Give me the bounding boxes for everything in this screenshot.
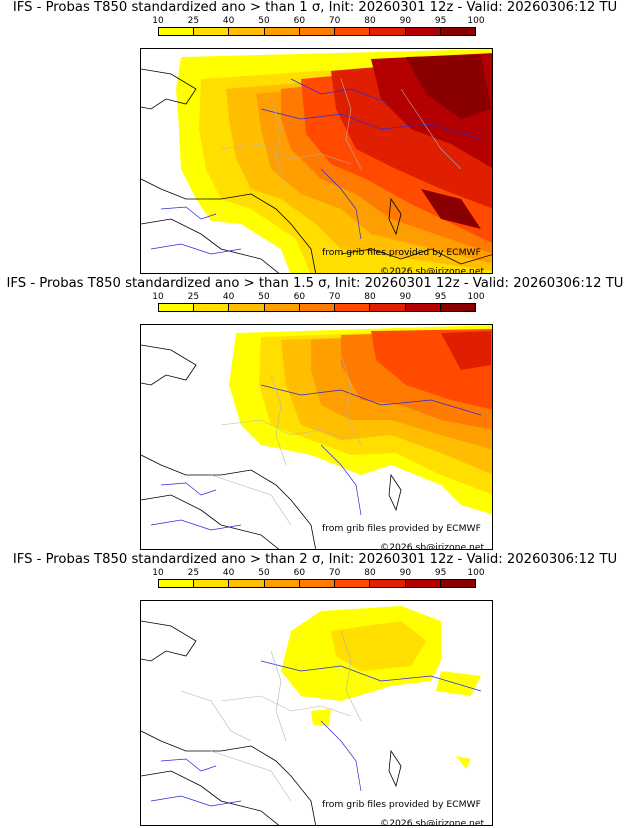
legend-color-bar bbox=[158, 579, 476, 588]
probability-fields bbox=[176, 49, 492, 273]
prob-area-10b bbox=[311, 671, 481, 769]
legend-color-swatch bbox=[264, 28, 300, 35]
panel-title: IFS - Probas T850 standardized ano > tha… bbox=[12, 0, 618, 15]
legend-color-swatch bbox=[194, 580, 230, 587]
legend-color-swatch bbox=[229, 304, 265, 311]
legend-tick-label: 100 bbox=[467, 16, 485, 26]
legend-tick-label: 60 bbox=[293, 568, 306, 578]
legend-color-swatch bbox=[159, 304, 195, 311]
legend-tick-label: 70 bbox=[328, 16, 341, 26]
admin-boundaries bbox=[180, 630, 362, 802]
map-canvas: from grib files provided by ECMWF ©2026 … bbox=[141, 49, 492, 274]
legend-tick-label: 40 bbox=[222, 568, 235, 578]
legend-color-swatch bbox=[370, 28, 406, 35]
legend-tick-label: 90 bbox=[399, 292, 412, 302]
legend-tick-label: 80 bbox=[364, 16, 376, 26]
legend-color-swatch bbox=[370, 580, 406, 587]
legend-tick-label: 25 bbox=[187, 292, 200, 302]
probability-map: from grib files provided by ECMWF ©2026 … bbox=[140, 48, 493, 274]
copyright-credit: ©2026 sb@irizone.net bbox=[380, 266, 484, 274]
legend-tick-label: 40 bbox=[222, 292, 235, 302]
legend-color-swatch bbox=[299, 28, 336, 35]
legend-tick-label: 40 bbox=[222, 16, 235, 26]
legend-color-bar bbox=[158, 303, 476, 312]
legend-color-swatch bbox=[335, 304, 371, 311]
legend-color-swatch bbox=[194, 28, 230, 35]
legend-color-swatch bbox=[264, 580, 300, 587]
probability-legend: 10 25 40 50 60 70 80 90 95 100 bbox=[152, 568, 485, 592]
legend-color-swatch bbox=[299, 580, 336, 587]
legend-color-swatch bbox=[264, 304, 300, 311]
copyright-credit: ©2026 sb@irizone.net bbox=[380, 818, 484, 826]
map-canvas: from grib files provided by ECMWF ©2026 … bbox=[141, 325, 492, 550]
legend-tick-label: 60 bbox=[293, 16, 306, 26]
admin-boundaries bbox=[210, 354, 362, 526]
admin-boundaries bbox=[220, 78, 462, 190]
coastlines bbox=[141, 68, 492, 273]
legend-color-swatch bbox=[229, 580, 265, 587]
legend-color-swatch bbox=[440, 580, 475, 587]
rivers bbox=[150, 384, 482, 531]
legend-color-swatch bbox=[335, 580, 371, 587]
legend-tick-label: 50 bbox=[258, 16, 270, 26]
legend-color-swatch bbox=[440, 304, 475, 311]
prob-area-95 bbox=[406, 55, 491, 229]
rivers bbox=[150, 660, 482, 807]
legend-tick-label: 50 bbox=[258, 292, 270, 302]
legend-color-swatch bbox=[299, 304, 336, 311]
legend-tick-label: 10 bbox=[152, 292, 164, 302]
legend-color-swatch bbox=[370, 304, 406, 311]
probability-legend: 10 25 40 50 60 70 80 90 95 100 bbox=[152, 16, 485, 40]
rivers bbox=[150, 78, 482, 255]
legend-color-swatch bbox=[159, 580, 195, 587]
panel-title: IFS - Probas T850 standardized ano > tha… bbox=[12, 552, 618, 567]
probability-map: from grib files provided by ECMWF ©2026 … bbox=[140, 600, 493, 826]
probability-fields bbox=[229, 325, 492, 515]
legend-color-swatch bbox=[405, 28, 441, 35]
legend-tick-label: 95 bbox=[434, 568, 447, 578]
legend-tick-label: 100 bbox=[467, 568, 485, 578]
coastlines bbox=[141, 620, 402, 825]
source-credit: from grib files provided by ECMWF bbox=[322, 247, 481, 258]
legend-tick-label: 95 bbox=[434, 292, 447, 302]
legend-tick-label: 70 bbox=[328, 292, 341, 302]
panel-title: IFS - Probas T850 standardized ano > tha… bbox=[6, 276, 624, 291]
legend-color-bar bbox=[158, 27, 476, 36]
source-credit: from grib files provided by ECMWF bbox=[322, 523, 481, 534]
map-panel-1-sigma: IFS - Probas T850 standardized ano > tha… bbox=[0, 0, 630, 276]
legend-color-swatch bbox=[229, 28, 265, 35]
legend-tick-label: 90 bbox=[399, 16, 412, 26]
legend-tick-label: 50 bbox=[258, 568, 270, 578]
legend-color-swatch bbox=[335, 28, 371, 35]
copyright-credit: ©2026 sb@irizone.net bbox=[380, 542, 484, 550]
prob-area-80 bbox=[441, 331, 491, 370]
legend-color-swatch bbox=[405, 304, 441, 311]
legend-tick-label: 10 bbox=[152, 568, 164, 578]
legend-tick-label: 25 bbox=[187, 16, 200, 26]
map-canvas: from grib files provided by ECMWF ©2026 … bbox=[141, 606, 484, 826]
legend-tick-label: 100 bbox=[467, 292, 485, 302]
probability-fields bbox=[281, 606, 481, 769]
source-credit: from grib files provided by ECMWF bbox=[322, 799, 481, 810]
map-panel-1-5-sigma: IFS - Probas T850 standardized ano > tha… bbox=[0, 276, 630, 552]
legend-tick-label: 60 bbox=[293, 292, 306, 302]
legend-color-swatch bbox=[440, 28, 475, 35]
legend-tick-label: 25 bbox=[187, 568, 200, 578]
legend-tick-label: 90 bbox=[399, 568, 412, 578]
coastlines bbox=[141, 344, 402, 549]
legend-color-swatch bbox=[405, 580, 441, 587]
probability-legend: 10 25 40 50 60 70 80 90 95 100 bbox=[152, 292, 485, 316]
legend-tick-label: 80 bbox=[364, 568, 376, 578]
legend-tick-label: 10 bbox=[152, 16, 164, 26]
legend-tick-label: 95 bbox=[434, 16, 447, 26]
prob-area-25 bbox=[331, 621, 426, 671]
legend-color-swatch bbox=[194, 304, 230, 311]
legend-tick-label: 70 bbox=[328, 568, 341, 578]
legend-tick-label: 80 bbox=[364, 292, 376, 302]
map-panel-2-sigma: IFS - Probas T850 standardized ano > tha… bbox=[0, 552, 630, 828]
legend-color-swatch bbox=[159, 28, 195, 35]
probability-map: from grib files provided by ECMWF ©2026 … bbox=[140, 324, 493, 550]
